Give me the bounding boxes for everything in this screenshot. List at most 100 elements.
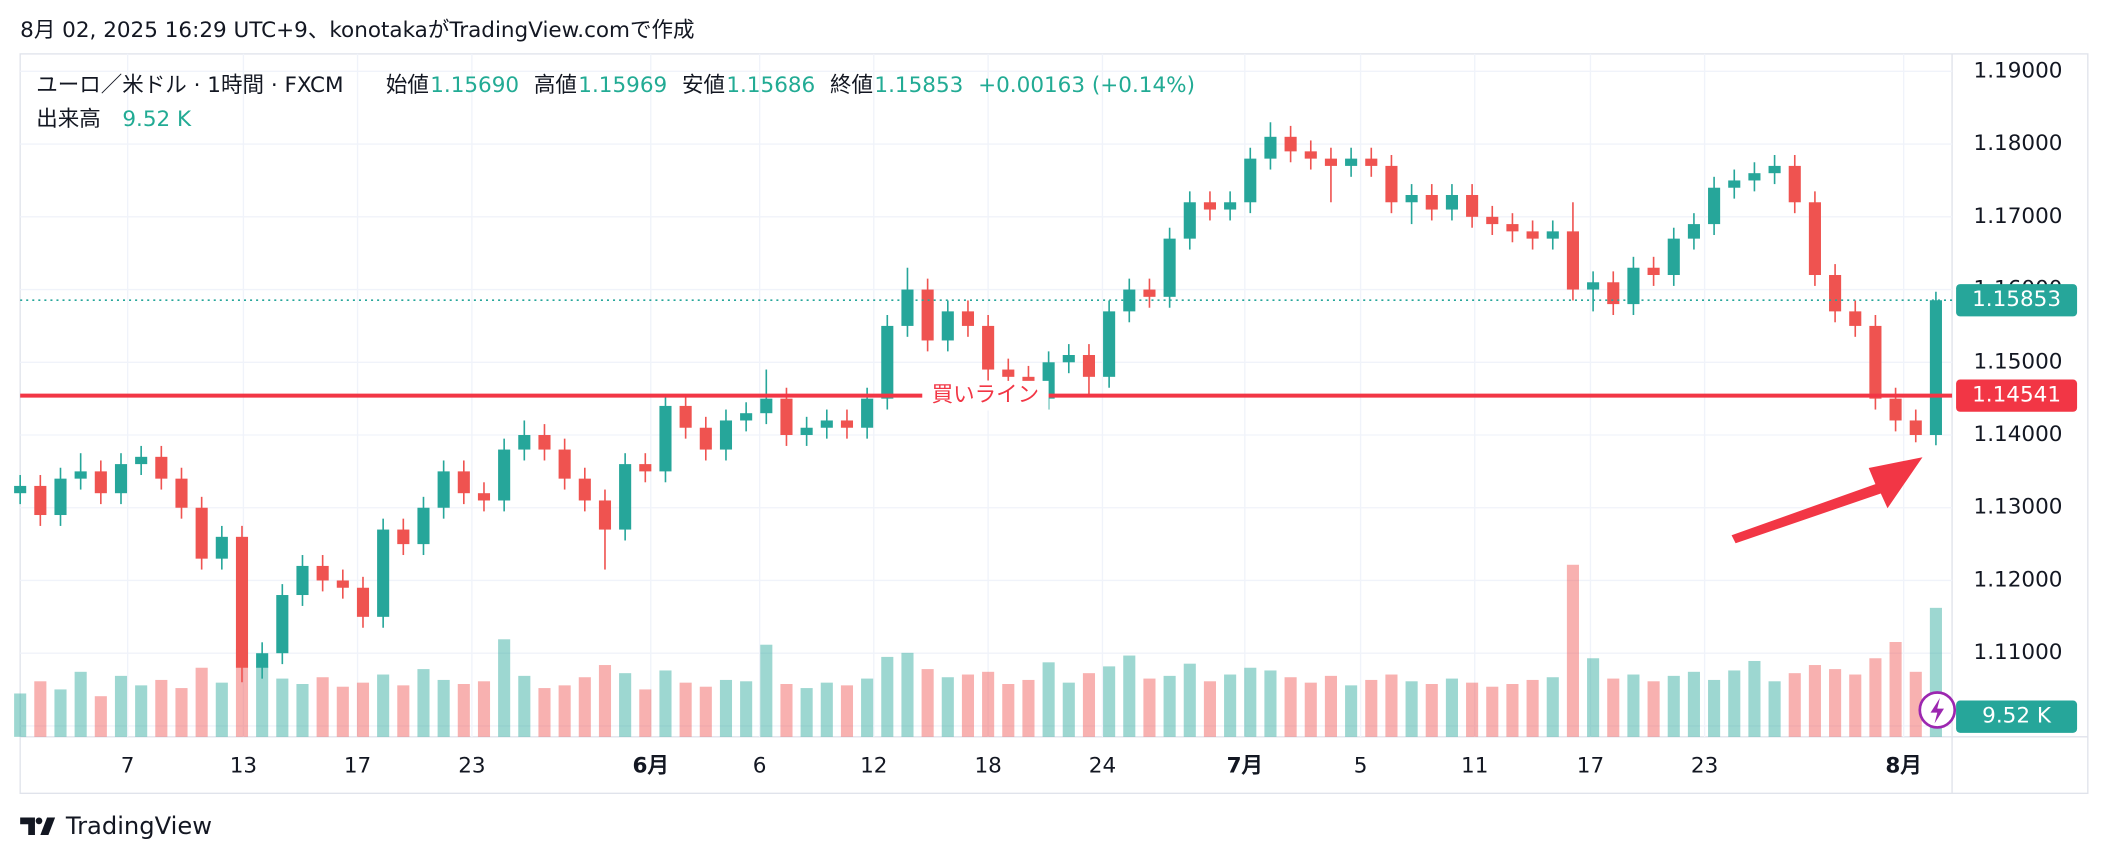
candle-body [780, 398, 793, 436]
candle-body [679, 405, 692, 428]
volume-bar [1708, 679, 1721, 737]
volume-name: 出来高 [36, 107, 101, 132]
volume-bar [397, 685, 410, 737]
candle-body [1587, 282, 1600, 290]
candle-body [921, 289, 934, 341]
volume-bar [578, 677, 591, 737]
candle-body [175, 478, 188, 508]
candle-body [1284, 136, 1297, 152]
legend-name: 始値 [386, 73, 429, 98]
candle-body [1647, 267, 1660, 276]
volume-box-label: 9.52 K [1982, 704, 2052, 729]
volume-box [1956, 700, 2078, 733]
candle-body [619, 464, 632, 530]
candle-body [1304, 151, 1317, 159]
candle-body [1183, 202, 1196, 239]
volume-bar [820, 682, 833, 737]
volume-bar [740, 681, 753, 737]
volume-bar [195, 667, 208, 737]
candle-body [336, 580, 349, 588]
volume-bar [1486, 686, 1499, 737]
x-tick-label: 6 [753, 753, 767, 778]
volume-bar [1022, 679, 1035, 737]
volume-bar [679, 682, 692, 737]
volume-bar [1042, 662, 1055, 737]
y-tick-label: 1.12000 [1974, 567, 2063, 592]
volume-bar [1829, 669, 1842, 737]
volume-bar [619, 673, 632, 737]
candle-body [1143, 289, 1156, 297]
candle-body [377, 529, 390, 617]
candle-body [1445, 194, 1458, 210]
candle-body [800, 427, 813, 436]
candle-body [982, 325, 995, 370]
volume-bar [498, 639, 511, 737]
volume-bar [699, 686, 712, 737]
volume-bar [14, 693, 27, 737]
y-tick-label: 1.14000 [1974, 422, 2063, 447]
buy-line-box [1956, 379, 2078, 412]
volume-bar [1284, 677, 1297, 737]
candle-body [1566, 231, 1579, 290]
candle-body [740, 413, 753, 421]
volume-bar [1687, 671, 1700, 737]
candle-body [820, 420, 833, 428]
volume-bar [881, 656, 894, 737]
candle-body [1768, 165, 1781, 174]
footer-brand: TradingView [65, 812, 212, 840]
volume-bar [437, 679, 450, 737]
x-tick-label: 23 [458, 753, 485, 778]
volume-bar [1224, 674, 1237, 737]
candle-body [498, 449, 511, 501]
candle-body [1627, 267, 1640, 305]
volume-bar [1506, 684, 1519, 737]
candle-body [861, 398, 874, 428]
volume-bar [1365, 679, 1378, 737]
overlay: 1.15853 買いライン 1.14541 9.52 K [20, 284, 2078, 733]
candle-body [1486, 216, 1499, 225]
x-tick-label: 12 [860, 753, 887, 778]
x-tick-label: 8月 [1885, 753, 1921, 778]
legend-value: 1.15969 [578, 73, 667, 98]
volume-bar [1385, 674, 1398, 737]
candle-body [477, 493, 491, 501]
volume-bar [1889, 642, 1902, 737]
volume-bar [1163, 675, 1176, 737]
x-tick-label: 23 [1691, 753, 1718, 778]
candle-body [94, 471, 107, 494]
volume-bar [1103, 666, 1116, 737]
volume-bar [840, 685, 854, 737]
volume-bar [1849, 674, 1862, 737]
volume-bar [1183, 663, 1196, 737]
symbol: ユーロ／米ドル · 1時間 · FXCM [36, 73, 343, 98]
volume-bar [598, 665, 612, 737]
volume-bar [558, 685, 571, 737]
candle-body [1506, 224, 1519, 232]
arrow [1731, 457, 1923, 544]
candle-body [356, 587, 370, 617]
candle-body [1082, 355, 1096, 377]
y-tick-label: 1.18000 [1974, 131, 2063, 156]
created-note: 8月 02, 2025 16:29 UTC+9、konotakaがTrading… [20, 18, 694, 43]
volume-bar [1909, 671, 1922, 737]
candle-body [1546, 231, 1559, 239]
candle-body [1748, 173, 1761, 181]
candle-body [74, 471, 87, 479]
volume-value: 9.52 K [122, 107, 192, 132]
x-tick-label: 13 [230, 753, 257, 778]
alert-bolt [1930, 697, 1944, 724]
y-tick-label: 1.13000 [1974, 495, 2063, 520]
volume-bar [54, 689, 67, 737]
frame [19, 53, 2089, 794]
x-tick-label: 17 [1577, 753, 1604, 778]
candle-body [155, 456, 168, 479]
candle-body [699, 427, 712, 450]
legend-name: 安値 [682, 73, 725, 98]
logo-mark [20, 817, 56, 835]
buy-line-label-bg [922, 380, 1049, 411]
volume-bar [982, 671, 995, 737]
volume-bar [1667, 675, 1680, 737]
legend-value: 1.15690 [430, 73, 519, 98]
volume-bar [215, 682, 228, 737]
volume-bar [155, 679, 168, 737]
